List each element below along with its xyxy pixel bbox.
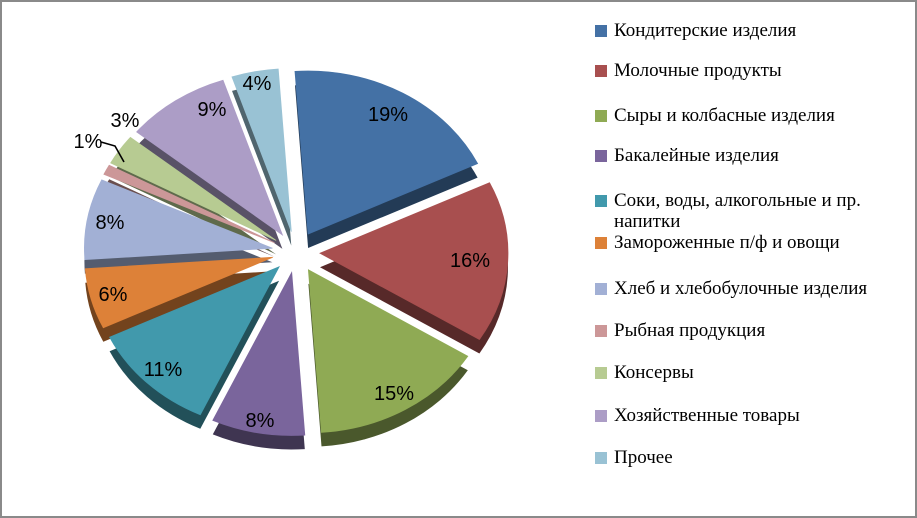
legend-item: Кондитерские изделия <box>595 20 895 41</box>
slice-label: 1% <box>74 131 103 153</box>
pie-slice <box>103 164 275 244</box>
legend-item: Молочные продукты <box>595 60 895 81</box>
legend-item: Рыбная продукция <box>595 320 895 341</box>
legend-label: Консервы <box>614 362 694 383</box>
legend-item: Сыры и колбасные изделия <box>595 105 895 126</box>
legend-item: Соки, воды, алкогольные и пр. напитки <box>595 190 895 232</box>
pie-slice <box>319 182 509 341</box>
legend-swatch <box>595 410 607 422</box>
slice-label: 8% <box>246 410 275 432</box>
legend-item: Хозяйственные товары <box>595 405 895 426</box>
legend-swatch <box>595 452 607 464</box>
slice-label: 3% <box>111 110 140 132</box>
pie-slice <box>110 136 277 241</box>
pie-slice <box>307 269 469 433</box>
chart-legend: Кондитерские изделия Молочные продукты С… <box>595 2 907 516</box>
legend-swatch <box>595 25 607 37</box>
slice-label: 15% <box>374 383 414 405</box>
pie-slice <box>84 179 273 261</box>
legend-label: Хлеб и хлебобулочные изделия <box>614 278 868 299</box>
legend-label: Молочные продукты <box>614 60 782 81</box>
pie-chart: 19% 16% 15% 8% 11% 6% 8% 1% 3% 9% 4% <box>74 68 509 450</box>
legend-swatch <box>595 65 607 77</box>
legend-label: Сыры и колбасные изделия <box>614 105 835 126</box>
legend-item: Бакалейные изделия <box>595 145 895 166</box>
slice-label: 4% <box>243 73 272 95</box>
pie-slice <box>109 266 280 416</box>
legend-item: Прочее <box>595 447 895 468</box>
legend-swatch <box>595 150 607 162</box>
legend-label: Хозяйственные товары <box>614 405 800 426</box>
slice-label: 8% <box>96 212 125 234</box>
legend-item: Хлеб и хлебобулочные изделия <box>595 278 895 299</box>
legend-swatch <box>595 195 607 207</box>
slice-label: 11% <box>144 359 183 381</box>
slice-label: 6% <box>99 284 128 306</box>
pie-slice <box>212 271 306 436</box>
pie-chart-area: 19% 16% 15% 8% 11% 6% 8% 1% 3% 9% 4% <box>2 2 587 516</box>
legend-swatch <box>595 110 607 122</box>
pie-slice <box>231 68 292 232</box>
legend-swatch <box>595 367 607 379</box>
pie-slice <box>84 256 273 329</box>
legend-label: Кондитерские изделия <box>614 20 797 41</box>
legend-label: Рыбная продукция <box>614 320 766 341</box>
legend-swatch <box>595 325 607 337</box>
legend-swatch <box>595 283 607 295</box>
legend-item: Консервы <box>595 362 895 383</box>
slice-label: 16% <box>450 250 490 272</box>
slice-label: 19% <box>368 104 408 126</box>
pie-slice <box>294 70 479 235</box>
legend-label: Соки, воды, алкогольные и пр. напитки <box>614 190 861 232</box>
legend-label: Прочее <box>614 447 673 468</box>
legend-label: Замороженные п/ф и овощи <box>614 232 840 253</box>
label-leader-line <box>100 141 125 163</box>
legend-swatch <box>595 237 607 249</box>
slice-label: 9% <box>198 99 227 121</box>
legend-label: Бакалейные изделия <box>614 145 779 166</box>
pie-slice <box>136 79 284 236</box>
legend-item: Замороженные п/ф и овощи <box>595 232 895 253</box>
